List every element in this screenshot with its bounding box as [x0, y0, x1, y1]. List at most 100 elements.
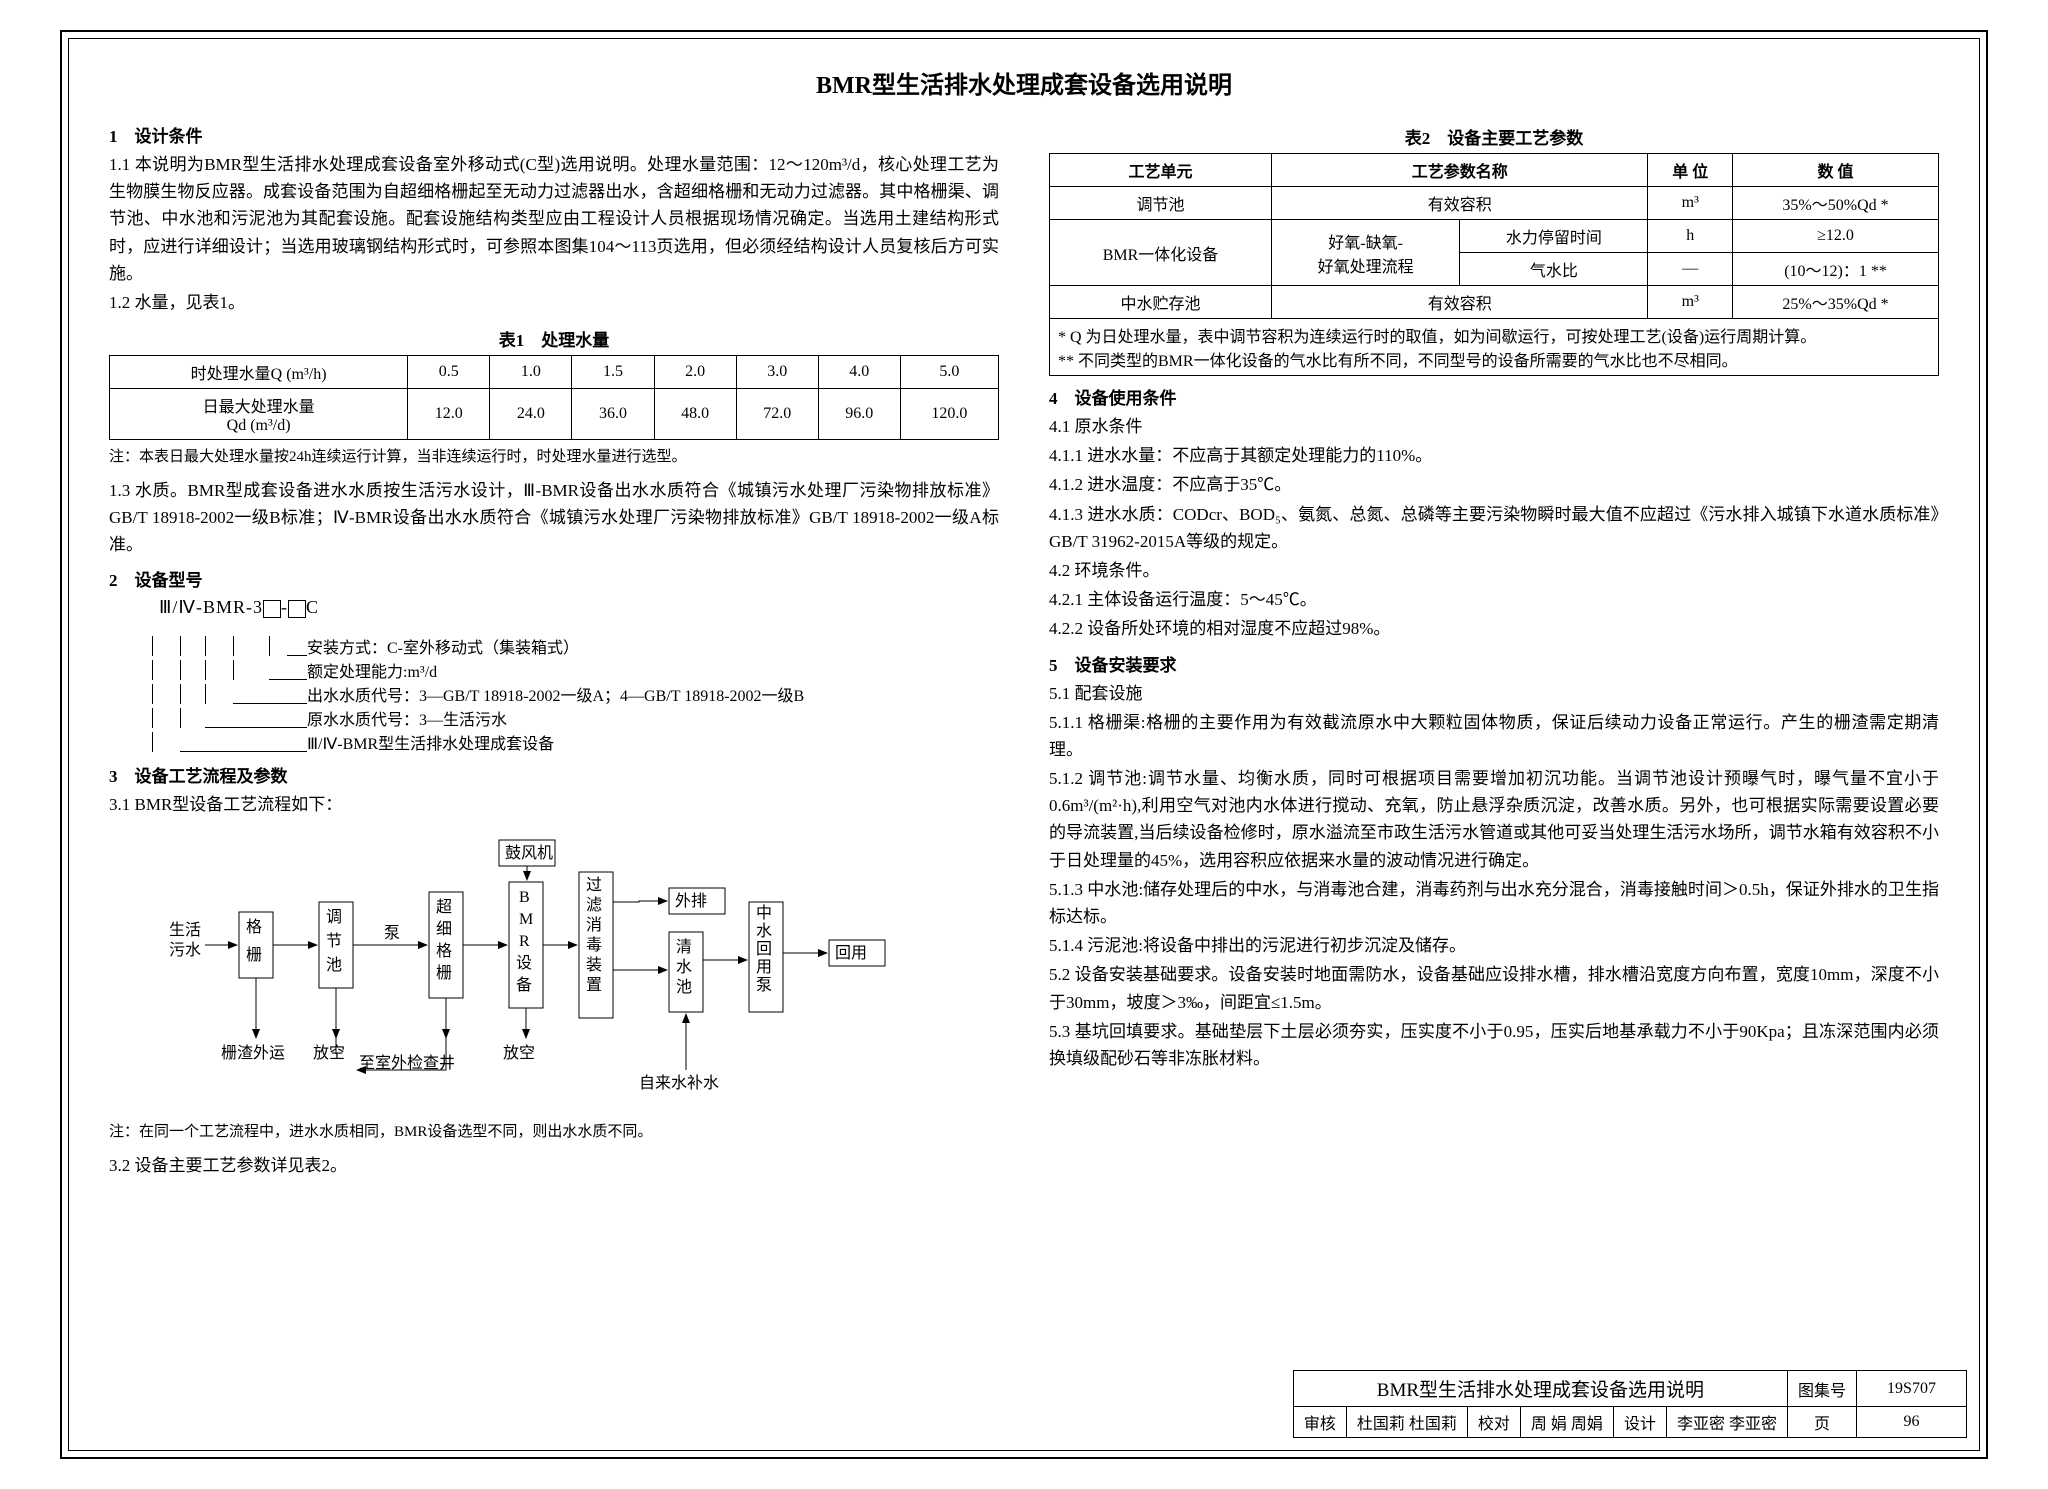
- flow-blower-label: 鼓风机: [505, 844, 553, 862]
- svg-text:池: 池: [676, 978, 692, 996]
- t1-r2-label: 日最大处理水量 Qd (m³/d): [110, 389, 408, 440]
- svg-text:回: 回: [756, 941, 772, 958]
- table2-caption: 表2 设备主要工艺参数: [1049, 124, 1939, 149]
- model-line-4: 原水水质代号：3—生活污水: [307, 706, 999, 730]
- model-code-lines: 安装方式：C-室外移动式（集装箱式） 额定处理能力:m³/d: [139, 622, 999, 754]
- flow-reuse-label: 回用: [835, 945, 867, 962]
- svg-text:R: R: [519, 933, 530, 950]
- para-5-1-1: 5.1.1 格栅渠:格栅的主要作用为有效截流原水中大颗粒固体物质，保证后续动力设…: [1049, 709, 1939, 763]
- svg-text:细: 细: [436, 920, 452, 938]
- svg-text:过: 过: [586, 876, 602, 894]
- para-1-2: 1.2 水量，见表1。: [109, 289, 999, 316]
- table1-caption: 表1 处理水量: [109, 326, 999, 351]
- svg-text:格: 格: [246, 918, 262, 936]
- svg-text:滤: 滤: [586, 896, 602, 914]
- para-4-1-1: 4.1.1 进水水量：不应高于其额定处理能力的110%。: [1049, 442, 1939, 469]
- table2-note1: * Q 为日处理水量，表中调节容积为连续运行时的取值，如为间歇运行，可按处理工艺…: [1058, 323, 1930, 347]
- para-5-1-2: 5.1.2 调节池:调节水量、均衡水质，同时可根据项目需要增加初沉功能。当调节池…: [1049, 765, 1939, 874]
- svg-text:节: 节: [326, 932, 342, 950]
- para-3-1: 3.1 BMR型设备工艺流程如下：: [109, 791, 999, 818]
- footer-page-label: 页: [1787, 1407, 1856, 1438]
- table2-note2: ** 不同类型的BMR一体化设备的气水比有所不同，不同型号的设备所需要的气水比也…: [1058, 347, 1930, 371]
- footer-title: BMR型生活排水处理成套设备选用说明: [1293, 1371, 1787, 1407]
- svg-text:清: 清: [676, 938, 692, 956]
- svg-text:设: 设: [516, 954, 532, 972]
- model-line-1: 安装方式：C-室外移动式（集装箱式）: [307, 634, 999, 658]
- footer-design-label: 设计: [1613, 1407, 1666, 1438]
- para-5-1-4: 5.1.4 污泥池:将设备中排出的污泥进行初步沉淀及储存。: [1049, 932, 1939, 959]
- para-4-2-2: 4.2.2 设备所处环境的相对湿度不应超过98%。: [1049, 615, 1939, 642]
- left-column: 1 设计条件 1.1 本说明为BMR型生活排水处理成套设备室外移动式(C型)选用…: [109, 114, 999, 1181]
- page: BMR型生活排水处理成套设备选用说明 1 设计条件 1.1 本说明为BMR型生活…: [68, 38, 1980, 1451]
- svg-text:B: B: [519, 889, 530, 906]
- outer-border: BMR型生活排水处理成套设备选用说明 1 设计条件 1.1 本说明为BMR型生活…: [60, 30, 1988, 1459]
- section-3-heading: 3 设备工艺流程及参数: [109, 762, 999, 787]
- flow-vent1-label: 放空: [313, 1044, 345, 1062]
- flow-vent2-label: 放空: [503, 1044, 535, 1062]
- right-column: 表2 设备主要工艺参数 工艺单元 工艺参数名称 单 位 数 值 调节池 有效容积…: [1049, 114, 1939, 1181]
- columns: 1 设计条件 1.1 本说明为BMR型生活排水处理成套设备室外移动式(C型)选用…: [109, 114, 1939, 1181]
- section-1-heading: 1 设计条件: [109, 122, 999, 147]
- svg-text:池: 池: [326, 956, 342, 974]
- footer-proof-name: 周 娟 周娟: [1520, 1407, 1613, 1438]
- t1-r1-label: 时处理水量Q (m³/h): [110, 356, 408, 389]
- flow-discharge-label: 外排: [675, 892, 707, 910]
- para-4-1-3: 4.1.3 进水水质：CODcr、BOD₅、氨氮、总氮、总磷等主要污染物瞬时最大…: [1049, 501, 1939, 555]
- para-3-2: 3.2 设备主要工艺参数详见表2。: [109, 1152, 999, 1179]
- svg-text:栅: 栅: [246, 946, 262, 964]
- doc-title: BMR型生活排水处理成套设备选用说明: [109, 65, 1939, 100]
- table1-note: 注：本表日最大处理水量按24h连续运行计算，当非连续运行时，时处理水量进行选型。: [109, 446, 999, 469]
- footer-design-name: 李亚密 李亚密: [1666, 1407, 1787, 1438]
- svg-text:调: 调: [326, 908, 342, 926]
- svg-text:M: M: [519, 911, 533, 928]
- para-5-3: 5.3 基坑回填要求。基础垫层下土层必须夯实，压实度不小于0.95，压实后地基承…: [1049, 1018, 1939, 1072]
- section-2-heading: 2 设备型号: [109, 566, 999, 591]
- svg-text:污水: 污水: [169, 941, 201, 959]
- footer-atlas: 19S707: [1857, 1371, 1967, 1407]
- table-1: 时处理水量Q (m³/h) 0.5 1.0 1.5 2.0 3.0 4.0 5.…: [109, 355, 999, 440]
- model-line-5: Ⅲ/Ⅳ-BMR型生活排水处理成套设备: [307, 730, 999, 754]
- section-4-heading: 4 设备使用条件: [1049, 384, 1939, 409]
- heading-4-2: 4.2 环境条件。: [1049, 557, 1939, 584]
- model-code-head: Ⅲ/Ⅳ-BMR-3-C: [159, 597, 999, 618]
- para-5-2: 5.2 设备安装基础要求。设备安装时地面需防水，设备基础应设排水槽，排水槽沿宽度…: [1049, 961, 1939, 1015]
- para-5-1-3: 5.1.3 中水池:储存处理后的中水，与消毒池合建，消毒药剂与出水充分混合，消毒…: [1049, 876, 1939, 930]
- model-code-diagram: Ⅲ/Ⅳ-BMR-3-C: [139, 597, 999, 754]
- flow-pump-label: 泵: [384, 924, 400, 942]
- process-flow-diagram: 生活 污水: [109, 820, 999, 1115]
- footer-atlas-label: 图集号: [1787, 1371, 1856, 1407]
- svg-text:超: 超: [436, 898, 452, 916]
- flow-note: 注：在同一个工艺流程中，进水水质相同，BMR设备选型不同，则出水水质不同。: [109, 1121, 999, 1144]
- heading-4-1: 4.1 原水条件: [1049, 413, 1939, 440]
- svg-text:中: 中: [756, 904, 772, 922]
- svg-text:格: 格: [436, 942, 452, 960]
- svg-text:备: 备: [516, 976, 532, 994]
- section-5-heading: 5 设备安装要求: [1049, 651, 1939, 676]
- para-4-1-2: 4.1.2 进水温度：不应高于35℃。: [1049, 471, 1939, 498]
- footer-proof-label: 校对: [1467, 1407, 1520, 1438]
- svg-text:毒: 毒: [586, 936, 602, 954]
- flow-slag-out-label: 栅渣外运: [221, 1044, 285, 1062]
- footer-check-label: 审核: [1293, 1407, 1346, 1438]
- table-2: 工艺单元 工艺参数名称 单 位 数 值 调节池 有效容积 m³ 35%～50%Q…: [1049, 153, 1939, 376]
- footer-check-name: 杜国莉 杜国莉: [1346, 1407, 1467, 1438]
- svg-text:置: 置: [586, 977, 602, 994]
- title-block: BMR型生活排水处理成套设备选用说明 图集号 19S707 审核 杜国莉 杜国莉…: [1293, 1370, 1967, 1438]
- para-4-2-1: 4.2.1 主体设备运行温度：5～45℃。: [1049, 586, 1939, 613]
- para-1-3: 1.3 水质。BMR型成套设备进水水质按生活污水设计，Ⅲ-BMR设备出水水质符合…: [109, 477, 999, 559]
- flow-makeup-label: 自来水补水: [639, 1074, 719, 1092]
- svg-text:消: 消: [586, 916, 602, 934]
- footer-page-number: 96: [1857, 1407, 1967, 1438]
- model-line-2: 额定处理能力:m³/d: [307, 658, 999, 682]
- svg-text:泵: 泵: [756, 976, 772, 994]
- svg-text:装: 装: [586, 956, 602, 974]
- para-1-1: 1.1 本说明为BMR型生活排水处理成套设备室外移动式(C型)选用说明。处理水量…: [109, 151, 999, 287]
- svg-text:水: 水: [756, 922, 772, 940]
- model-line-3: 出水水质代号：3—GB/T 18918-2002一级A；4—GB/T 18918…: [307, 682, 999, 706]
- flow-inspect-label: 至室外检查井: [359, 1054, 455, 1072]
- svg-text:栅: 栅: [436, 964, 452, 982]
- svg-text:用: 用: [756, 959, 772, 976]
- flow-input-label: 生活: [169, 921, 201, 939]
- svg-text:水: 水: [676, 958, 692, 976]
- heading-5-1: 5.1 配套设施: [1049, 680, 1939, 707]
